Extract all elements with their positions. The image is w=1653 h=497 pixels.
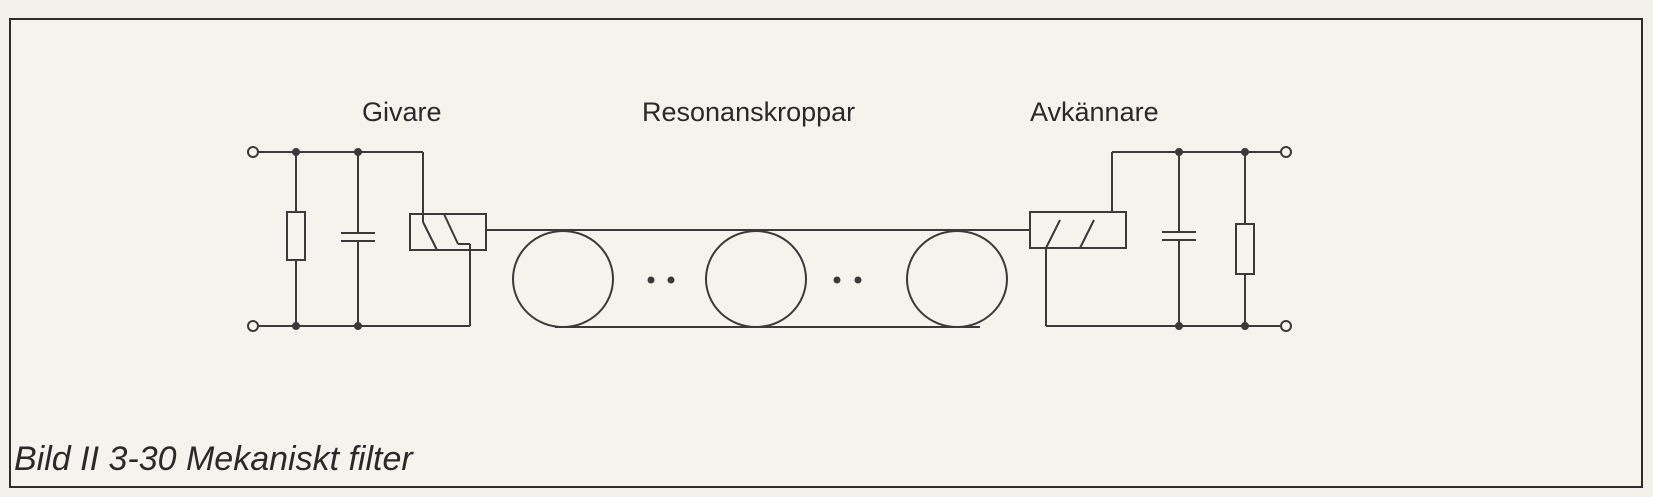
resonator-1 [513, 231, 613, 327]
figure-caption: Bild II 3-30 Mekaniskt filter [14, 440, 413, 478]
input-network [248, 147, 486, 331]
resonator-3 [907, 231, 1007, 327]
output-resistor [1236, 152, 1254, 326]
label-givare: Givare [362, 97, 442, 127]
output-network [1030, 147, 1291, 331]
figure-frame [9, 18, 1643, 488]
input-capacitor [341, 152, 375, 326]
label-avkannare: Avkännare [1030, 97, 1159, 127]
output-terminal-bottom [1281, 321, 1291, 331]
output-capacitor [1162, 152, 1196, 326]
output-terminal-top [1281, 147, 1291, 157]
ellipsis-dot [669, 278, 674, 283]
ellipsis-dot [856, 278, 861, 283]
ellipsis-dot [835, 278, 840, 283]
input-terminal-top [248, 147, 258, 157]
ellipsis-dot [649, 278, 654, 283]
input-transducer-coil [410, 152, 486, 326]
resonator-chain [486, 230, 1030, 327]
output-sensor-coil [1030, 152, 1126, 326]
resonator-2 [706, 231, 806, 327]
input-terminal-bottom [248, 321, 258, 331]
input-resistor [287, 152, 305, 326]
label-resonanskroppar: Resonanskroppar [642, 97, 856, 127]
